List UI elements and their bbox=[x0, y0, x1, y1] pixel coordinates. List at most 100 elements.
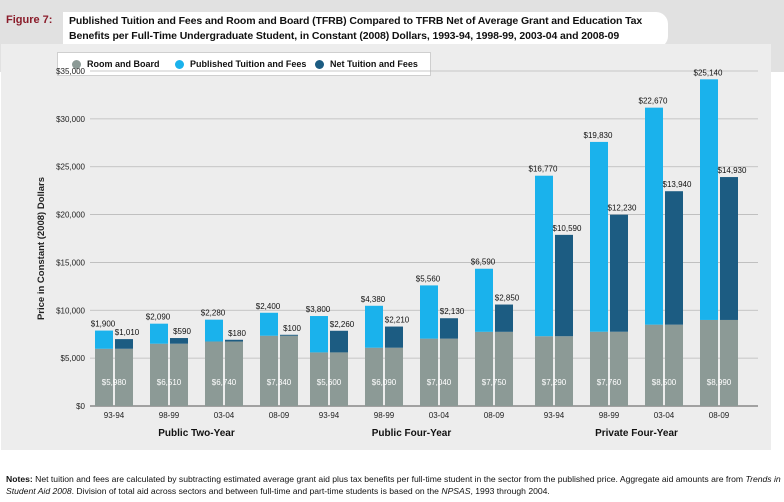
legend-label-published: Published Tuition and Fees bbox=[190, 59, 307, 69]
data-label-net: $180 bbox=[228, 329, 246, 338]
bar-net-tuition bbox=[720, 177, 738, 320]
data-label-net: $14,930 bbox=[718, 166, 747, 175]
data-label-net: $12,230 bbox=[608, 204, 637, 213]
bar-net-tuition bbox=[610, 214, 628, 332]
bar-room-board bbox=[440, 338, 458, 406]
legend-label-room-board: Room and Board bbox=[87, 59, 160, 69]
bar-room-board bbox=[495, 331, 513, 406]
data-label-published: $25,140 bbox=[694, 68, 723, 77]
data-label-net: $100 bbox=[283, 324, 301, 333]
data-label-published: $3,800 bbox=[306, 305, 331, 314]
x-tick-label: 03-04 bbox=[429, 411, 450, 420]
bar-room-board bbox=[590, 331, 608, 406]
bar-published-tuition bbox=[590, 141, 608, 332]
chart-legend: Room and Board Published Tuition and Fee… bbox=[57, 52, 431, 76]
group-label: Public Four-Year bbox=[372, 428, 452, 439]
x-tick-label: 98-99 bbox=[599, 411, 620, 420]
bar-net-tuition bbox=[170, 338, 188, 344]
data-label-published: $2,090 bbox=[146, 313, 171, 322]
x-tick-label: 93-94 bbox=[319, 411, 340, 420]
y-tick-label: $30,000 bbox=[56, 115, 85, 124]
bar-room-board bbox=[330, 352, 348, 406]
data-label-net: $2,850 bbox=[495, 294, 520, 303]
bar-net-tuition bbox=[330, 330, 348, 353]
legend-item-net: Net Tuition and Fees bbox=[315, 59, 418, 69]
data-label-room-board: $6,510 bbox=[157, 378, 182, 387]
bar-published-tuition bbox=[365, 305, 383, 348]
figure-title: Published Tuition and Fees and Room and … bbox=[63, 12, 668, 48]
notes-source-1: Trends in Student Aid 2008 bbox=[6, 474, 781, 496]
y-tick-label: $10,000 bbox=[56, 306, 85, 315]
bar-published-tuition bbox=[535, 175, 553, 337]
notes-text-1: Net tuition and fees are calculated by s… bbox=[32, 474, 746, 484]
data-label-room-board: $8,500 bbox=[652, 378, 677, 387]
bar-published-tuition bbox=[420, 285, 438, 339]
data-label-published: $2,280 bbox=[201, 309, 226, 318]
legend-item-room-board: Room and Board bbox=[72, 59, 160, 69]
bar-net-tuition bbox=[115, 339, 133, 349]
x-tick-label: 93-94 bbox=[104, 411, 125, 420]
data-label-room-board: $7,750 bbox=[482, 378, 507, 387]
data-label-room-board: $7,040 bbox=[427, 378, 452, 387]
bar-room-board bbox=[365, 347, 383, 406]
y-tick-label: $5,000 bbox=[61, 354, 86, 363]
bar-published-tuition bbox=[700, 79, 718, 320]
bar-room-board bbox=[535, 336, 553, 406]
bar-room-board bbox=[205, 341, 223, 406]
bar-room-board bbox=[150, 343, 168, 406]
bar-room-board bbox=[225, 341, 243, 406]
bar-room-board bbox=[700, 319, 718, 406]
notes-label: Notes: bbox=[6, 474, 33, 484]
bar-published-tuition bbox=[260, 312, 278, 336]
bar-room-board bbox=[420, 338, 438, 406]
bar-published-tuition bbox=[95, 330, 113, 349]
x-tick-label: 98-99 bbox=[159, 411, 180, 420]
bar-room-board bbox=[665, 324, 683, 406]
data-label-net: $590 bbox=[173, 327, 191, 336]
bar-net-tuition bbox=[495, 304, 513, 332]
data-label-published: $22,670 bbox=[639, 97, 668, 106]
bar-room-board bbox=[95, 348, 113, 406]
legend-item-published: Published Tuition and Fees bbox=[175, 59, 306, 69]
x-tick-label: 98-99 bbox=[374, 411, 395, 420]
bar-room-board bbox=[260, 335, 278, 406]
notes-source-2: NPSAS bbox=[441, 486, 471, 496]
legend-swatch-room-board bbox=[72, 59, 81, 69]
bar-net-tuition bbox=[665, 191, 683, 325]
data-label-published: $2,400 bbox=[256, 302, 281, 311]
data-label-published: $4,380 bbox=[361, 295, 386, 304]
data-label-net: $10,590 bbox=[553, 224, 582, 233]
bar-room-board bbox=[555, 336, 573, 406]
chart-notes: Notes: Net tuition and fees are calculat… bbox=[6, 473, 782, 497]
bar-published-tuition bbox=[645, 107, 663, 325]
data-label-published: $5,560 bbox=[416, 274, 441, 283]
bar-room-board bbox=[170, 343, 188, 406]
chart-plot: $0 $5,000 $10,000 $15,000 $20,000 $25,000 $30,… bbox=[36, 67, 758, 439]
bar-net-tuition bbox=[280, 334, 298, 336]
bar-room-board bbox=[610, 331, 628, 406]
y-tick-label: $15,000 bbox=[56, 258, 85, 267]
data-label-published: $1,900 bbox=[91, 320, 116, 329]
bar-room-board bbox=[310, 352, 328, 406]
x-tick-label: 03-04 bbox=[654, 411, 675, 420]
legend-swatch-published bbox=[175, 59, 184, 69]
bar-room-board bbox=[385, 347, 403, 406]
group-label: Public Two-Year bbox=[158, 428, 235, 439]
y-tick-label: $20,000 bbox=[56, 211, 85, 220]
x-tick-label: 08-09 bbox=[484, 411, 505, 420]
bar-net-tuition bbox=[385, 326, 403, 348]
data-label-published: $16,770 bbox=[529, 165, 558, 174]
data-label-net: $1,010 bbox=[115, 328, 140, 337]
group-label: Private Four-Year bbox=[595, 428, 678, 439]
notes-text-2: . Division of total aid across sectors a… bbox=[71, 486, 442, 496]
x-tick-label: 08-09 bbox=[709, 411, 730, 420]
bar-room-board bbox=[115, 348, 133, 406]
data-label-net: $2,130 bbox=[440, 307, 465, 316]
data-label-room-board: $5,600 bbox=[317, 378, 342, 387]
data-label-room-board: $7,290 bbox=[542, 378, 567, 387]
data-label-room-board: $7,760 bbox=[597, 378, 622, 387]
bar-published-tuition bbox=[475, 268, 493, 332]
x-tick-label: 08-09 bbox=[269, 411, 290, 420]
bar-room-board bbox=[475, 331, 493, 406]
bar-published-tuition bbox=[150, 323, 168, 344]
